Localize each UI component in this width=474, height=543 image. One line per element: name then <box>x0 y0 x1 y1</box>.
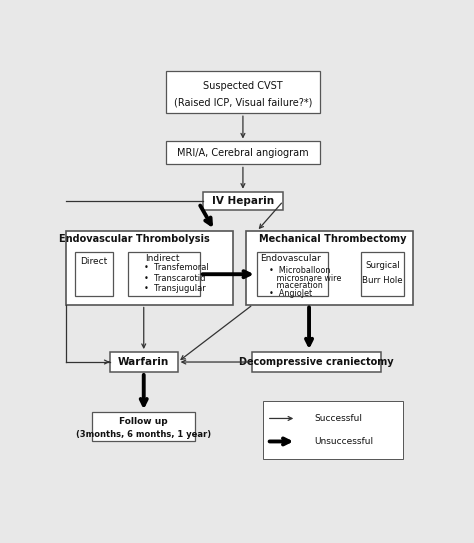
Bar <box>252 352 381 372</box>
Text: (3months, 6 months, 1 year): (3months, 6 months, 1 year) <box>76 430 211 439</box>
Text: Follow up: Follow up <box>119 418 168 426</box>
Text: Endovascular Thrombolysis: Endovascular Thrombolysis <box>59 234 210 244</box>
Text: maceration: maceration <box>269 281 322 291</box>
Text: Burr Hole: Burr Hole <box>362 276 403 285</box>
Bar <box>128 252 200 296</box>
Bar <box>66 231 233 305</box>
Bar <box>246 231 413 305</box>
Text: MRI/A, Cerebral angiogram: MRI/A, Cerebral angiogram <box>177 148 309 158</box>
Bar <box>110 352 178 372</box>
Text: Successful: Successful <box>315 414 363 423</box>
Bar <box>75 252 113 296</box>
Text: •  Transjugular: • Transjugular <box>144 285 206 293</box>
Text: Decompressive craniectomy: Decompressive craniectomy <box>239 357 394 367</box>
Text: •  Microballoon: • Microballoon <box>269 266 330 275</box>
Bar <box>166 142 320 165</box>
Text: (Raised ICP, Visual failure?*): (Raised ICP, Visual failure?*) <box>174 98 312 108</box>
Text: •  Transcarotid: • Transcarotid <box>144 274 205 283</box>
Bar <box>257 252 328 296</box>
Text: •  AngioJet: • AngioJet <box>269 289 312 298</box>
Text: IV Heparin: IV Heparin <box>212 196 274 206</box>
Text: Indirect: Indirect <box>145 254 179 263</box>
Text: •  Transfemoral: • Transfemoral <box>144 263 209 273</box>
Bar <box>202 192 283 211</box>
Text: Direct: Direct <box>81 257 108 266</box>
Text: Mechanical Thrombectomy: Mechanical Thrombectomy <box>259 234 407 244</box>
Bar <box>92 412 195 441</box>
Text: Warfarin: Warfarin <box>118 357 169 367</box>
Text: microsnare wire: microsnare wire <box>269 274 341 283</box>
Bar <box>166 72 320 113</box>
Text: Suspected CVST: Suspected CVST <box>203 81 283 91</box>
Bar <box>263 401 403 459</box>
Text: Unsuccessful: Unsuccessful <box>315 437 374 446</box>
Text: Surgical: Surgical <box>365 261 400 270</box>
Text: Endovascular: Endovascular <box>260 254 321 263</box>
Bar <box>361 252 404 296</box>
